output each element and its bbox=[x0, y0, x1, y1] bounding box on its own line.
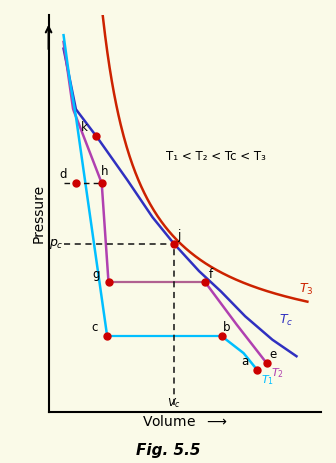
Text: k: k bbox=[81, 121, 87, 134]
Text: d: d bbox=[60, 169, 67, 181]
Text: b: b bbox=[223, 321, 231, 334]
Text: c: c bbox=[92, 321, 98, 334]
X-axis label: Volume  $\longrightarrow$: Volume $\longrightarrow$ bbox=[142, 414, 227, 430]
Y-axis label: Pressure: Pressure bbox=[32, 184, 46, 243]
Text: $V_c$: $V_c$ bbox=[167, 396, 181, 410]
Text: $T_1$: $T_1$ bbox=[260, 373, 274, 387]
Text: g: g bbox=[92, 268, 100, 281]
Text: $T_3$: $T_3$ bbox=[299, 282, 314, 296]
Text: a: a bbox=[241, 355, 248, 368]
Text: $p_c$: $p_c$ bbox=[49, 237, 64, 250]
Text: $T_2$: $T_2$ bbox=[270, 366, 284, 380]
Text: T₁ < T₂ < Tc < T₃: T₁ < T₂ < Tc < T₃ bbox=[166, 150, 266, 163]
Text: j: j bbox=[178, 229, 181, 242]
Text: h: h bbox=[101, 165, 108, 178]
Text: $T_c$: $T_c$ bbox=[279, 313, 293, 328]
Text: f: f bbox=[209, 268, 213, 281]
Text: e: e bbox=[269, 348, 276, 361]
Text: Fig. 5.5: Fig. 5.5 bbox=[136, 444, 200, 458]
